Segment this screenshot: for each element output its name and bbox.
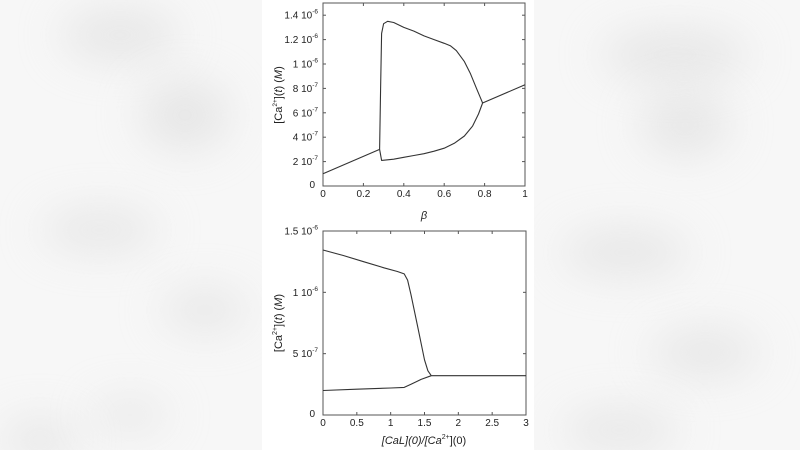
x-tick-label: 1 <box>522 189 528 200</box>
y-tick-label: 8 10-7 <box>293 82 319 95</box>
x-tick-label: 0.4 <box>397 189 411 200</box>
x-tick-label: 1.5 <box>418 418 432 429</box>
x-tick-label: 0.2 <box>356 189 370 200</box>
x-tick-label: 3 <box>523 418 529 429</box>
top-chart: 0 2 10-7 4 10-7 6 10-7 8 10-7 1 10-6 1.2 10-6 1… <box>272 2 528 222</box>
x-tick-label: 2.5 <box>485 418 499 429</box>
series-line <box>379 20 484 150</box>
series-line <box>379 102 484 161</box>
x-tick-label: 0.8 <box>478 189 492 200</box>
y-tick-label: 6 10-7 <box>293 106 319 119</box>
y-tick-label: 0 <box>309 180 315 191</box>
y-tick-label: 1 10-6 <box>293 58 319 71</box>
y-tick-label: 1 10-6 <box>293 286 319 299</box>
top-y-axis-title: [Ca2+](t) (M) <box>272 66 285 124</box>
y-tick-label: 1.5 10-6 <box>284 225 318 238</box>
bottom-x-axis-title: [CaL](0)/[Ca2+](0) <box>381 434 466 447</box>
x-tick-label: 1 <box>388 418 394 429</box>
y-tick-label: 1.4 10-6 <box>284 9 318 22</box>
series-line <box>482 84 526 104</box>
x-tick-label: 0.6 <box>437 189 451 200</box>
top-series <box>322 20 526 175</box>
y-tick-label: 5 10-7 <box>293 347 319 360</box>
bottom-y-axis: 0 5 10-7 1 10-6 1.5 10-6 <box>284 225 526 420</box>
y-tick-label: 1.2 10-6 <box>284 33 318 46</box>
y-tick-label: 0 <box>309 409 315 420</box>
bottom-chart: 0 5 10-7 1 10-6 1.5 10-6 0 0.5 1 1.5 2 2.5 3 [CaL… <box>272 225 529 448</box>
top-y-axis: 0 2 10-7 4 10-7 6 10-7 8 10-7 1 10-6 1.2 10-6 1… <box>284 9 525 191</box>
x-tick-label: 0 <box>320 189 326 200</box>
x-tick-label: 0.5 <box>350 418 364 429</box>
top-x-axis-title: β <box>420 210 428 222</box>
series-line <box>322 249 432 377</box>
top-x-axis: 0 0.2 0.4 0.6 0.8 1 <box>320 3 528 200</box>
series-line <box>322 375 432 392</box>
bottom-series <box>322 249 526 392</box>
top-plot-frame <box>322 2 526 187</box>
y-tick-label: 2 10-7 <box>293 155 319 168</box>
bottom-y-axis-title: [Ca2+](t) (M) <box>272 294 285 352</box>
x-tick-label: 0 <box>320 418 326 429</box>
figure-panel <box>262 0 534 450</box>
y-tick-label: 4 10-7 <box>293 131 319 144</box>
bottom-x-axis: 0 0.5 1 1.5 2 2.5 3 <box>320 231 529 429</box>
series-line <box>322 148 380 175</box>
x-tick-label: 2 <box>456 418 462 429</box>
